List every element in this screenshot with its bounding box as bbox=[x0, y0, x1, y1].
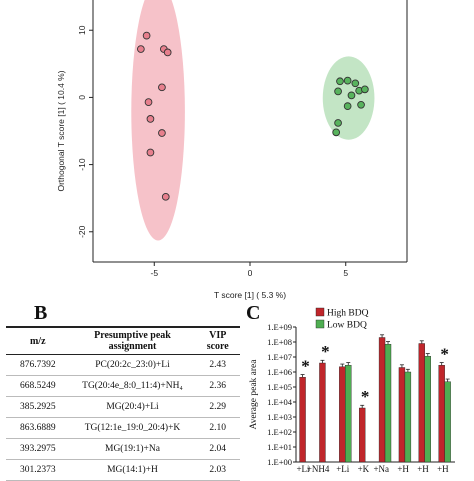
y-tick-label: 0 bbox=[77, 95, 87, 100]
table-cell: 385.2925 bbox=[6, 396, 70, 418]
score-plot-ylabel: Orthogonal T score [1] ( 10.4 %) bbox=[56, 70, 66, 191]
y-tick-label: 1.E+04 bbox=[267, 397, 293, 407]
legend-swatch bbox=[315, 319, 325, 329]
category-label: +Li bbox=[336, 464, 350, 474]
table-cell: 2.36 bbox=[195, 375, 240, 397]
category-label: +H bbox=[437, 464, 449, 474]
bar bbox=[319, 362, 326, 463]
bar bbox=[398, 367, 406, 463]
score-plot: -5 0 5 10 0 -10 -20 T score [1] ( 5.3 %) Ortho… bbox=[56, 0, 408, 300]
table-cell: 2.04 bbox=[195, 438, 240, 460]
bar bbox=[339, 366, 346, 463]
data-point bbox=[357, 100, 365, 109]
data-point bbox=[361, 85, 369, 94]
table-row: 385.2925 MG(20:4)+Li 2.29 bbox=[6, 396, 240, 418]
data-point bbox=[161, 192, 170, 201]
data-point bbox=[343, 102, 352, 110]
bar bbox=[438, 365, 445, 463]
x-tick-label: -5 bbox=[150, 268, 158, 278]
table-cell: 876.7392 bbox=[6, 354, 70, 376]
y-tick-label: 1.E+05 bbox=[267, 382, 292, 392]
data-point bbox=[343, 76, 352, 85]
data-point bbox=[334, 119, 342, 127]
y-tick-label: 1.E+07 bbox=[267, 352, 292, 362]
table-cell: 2.10 bbox=[195, 417, 240, 439]
bar bbox=[359, 407, 366, 463]
y-tick-label: -10 bbox=[77, 158, 87, 171]
data-point bbox=[334, 87, 342, 96]
legend-label: Low BDQ bbox=[327, 321, 367, 331]
significance-asterisk: * bbox=[321, 342, 330, 361]
table-cell: 2.29 bbox=[195, 396, 240, 418]
vip-table: m/z Presumptive peak assignment VIP scor… bbox=[6, 326, 240, 481]
legend-label: High BDQ bbox=[327, 309, 369, 319]
data-point bbox=[144, 98, 153, 106]
group-ellipse-1 bbox=[322, 56, 375, 140]
category-label: +H bbox=[397, 464, 409, 474]
table-cell: 2.43 bbox=[195, 354, 240, 376]
significance-asterisk: * bbox=[440, 344, 449, 363]
table-row: 876.7392 PC(20:2c_23:0)+Li 2.43 bbox=[6, 354, 240, 376]
data-point bbox=[142, 31, 151, 40]
category-label: +H bbox=[417, 464, 429, 474]
x-tick-label: 0 bbox=[248, 268, 253, 278]
significance-asterisk: * bbox=[361, 387, 370, 406]
legend: High BDQ Low BDQ bbox=[315, 307, 369, 331]
table-row: 668.5249 TG(20:4e_8:0_11:4)+NH₄ 2.36 bbox=[6, 375, 240, 397]
y-tick-label: 1.E+09 bbox=[267, 322, 292, 332]
category-label: +K bbox=[358, 464, 370, 474]
bar bbox=[378, 337, 386, 463]
table-cell: PC(20:2c_23:0)+Li bbox=[69, 354, 196, 376]
y-tick-label: 1.E+00 bbox=[267, 457, 292, 467]
bar bbox=[424, 356, 431, 463]
y-tick-label: 1.E+08 bbox=[267, 337, 292, 347]
table-cell: 393.2975 bbox=[6, 438, 70, 460]
table-cell: TG(20:4e_8:0_11:4)+NH₄ bbox=[69, 375, 196, 397]
data-point bbox=[163, 48, 172, 57]
bar bbox=[404, 371, 412, 463]
y-tick-label: 1.E+03 bbox=[267, 412, 292, 422]
category-label: +Li bbox=[296, 464, 310, 474]
data-point bbox=[146, 115, 155, 123]
x-tick-label: 5 bbox=[343, 268, 348, 278]
legend-swatch bbox=[315, 307, 325, 317]
significance-asterisk: * bbox=[301, 356, 310, 375]
table-row: 393.2975 MG(19:1)+Na 2.04 bbox=[6, 438, 240, 460]
table-cell: 668.5249 bbox=[6, 375, 70, 397]
bar bbox=[299, 377, 306, 463]
bar bbox=[345, 365, 352, 463]
y-tick-label: 1.E+01 bbox=[267, 442, 292, 452]
y-tick-label: 10 bbox=[77, 25, 87, 35]
category-label: +NH4 bbox=[307, 464, 330, 474]
panel-label-c: C bbox=[246, 302, 261, 324]
table-cell: 863.6889 bbox=[6, 417, 70, 439]
bar bbox=[444, 381, 451, 463]
table-row: 863.6889 TG(12:1e_19:0_20:4)+K 2.10 bbox=[6, 417, 240, 439]
table-cell: MG(19:1)+Na bbox=[69, 438, 196, 460]
y-tick-label: 1.E+02 bbox=[267, 427, 292, 437]
data-point bbox=[332, 128, 341, 137]
data-point bbox=[347, 91, 356, 100]
column-header-mz: m/z bbox=[6, 326, 70, 355]
y-tick-label: 1.E+06 bbox=[267, 367, 292, 377]
score-plot-xlabel: T score [1] ( 5.3 %) bbox=[214, 290, 286, 300]
data-point bbox=[146, 148, 155, 157]
column-header-vip: VIP score bbox=[195, 326, 240, 355]
category-label: +Na bbox=[373, 464, 389, 474]
data-point bbox=[158, 129, 166, 137]
table-cell: MG(20:4)+Li bbox=[69, 396, 196, 418]
table-cell: TG(12:1e_19:0_20:4)+K bbox=[69, 417, 196, 439]
data-point bbox=[137, 45, 145, 53]
panel-label-b: B bbox=[34, 302, 48, 324]
column-header-assignment: Presumptive peak assignment bbox=[69, 326, 196, 355]
data-point bbox=[351, 79, 360, 88]
data-point bbox=[336, 77, 344, 86]
bar bbox=[384, 344, 392, 463]
bar bbox=[418, 343, 425, 463]
group-ellipse-0 bbox=[131, 0, 185, 241]
y-axis-label: Average peak area bbox=[249, 359, 259, 430]
data-point bbox=[158, 83, 166, 92]
y-tick-label: -20 bbox=[77, 225, 87, 238]
